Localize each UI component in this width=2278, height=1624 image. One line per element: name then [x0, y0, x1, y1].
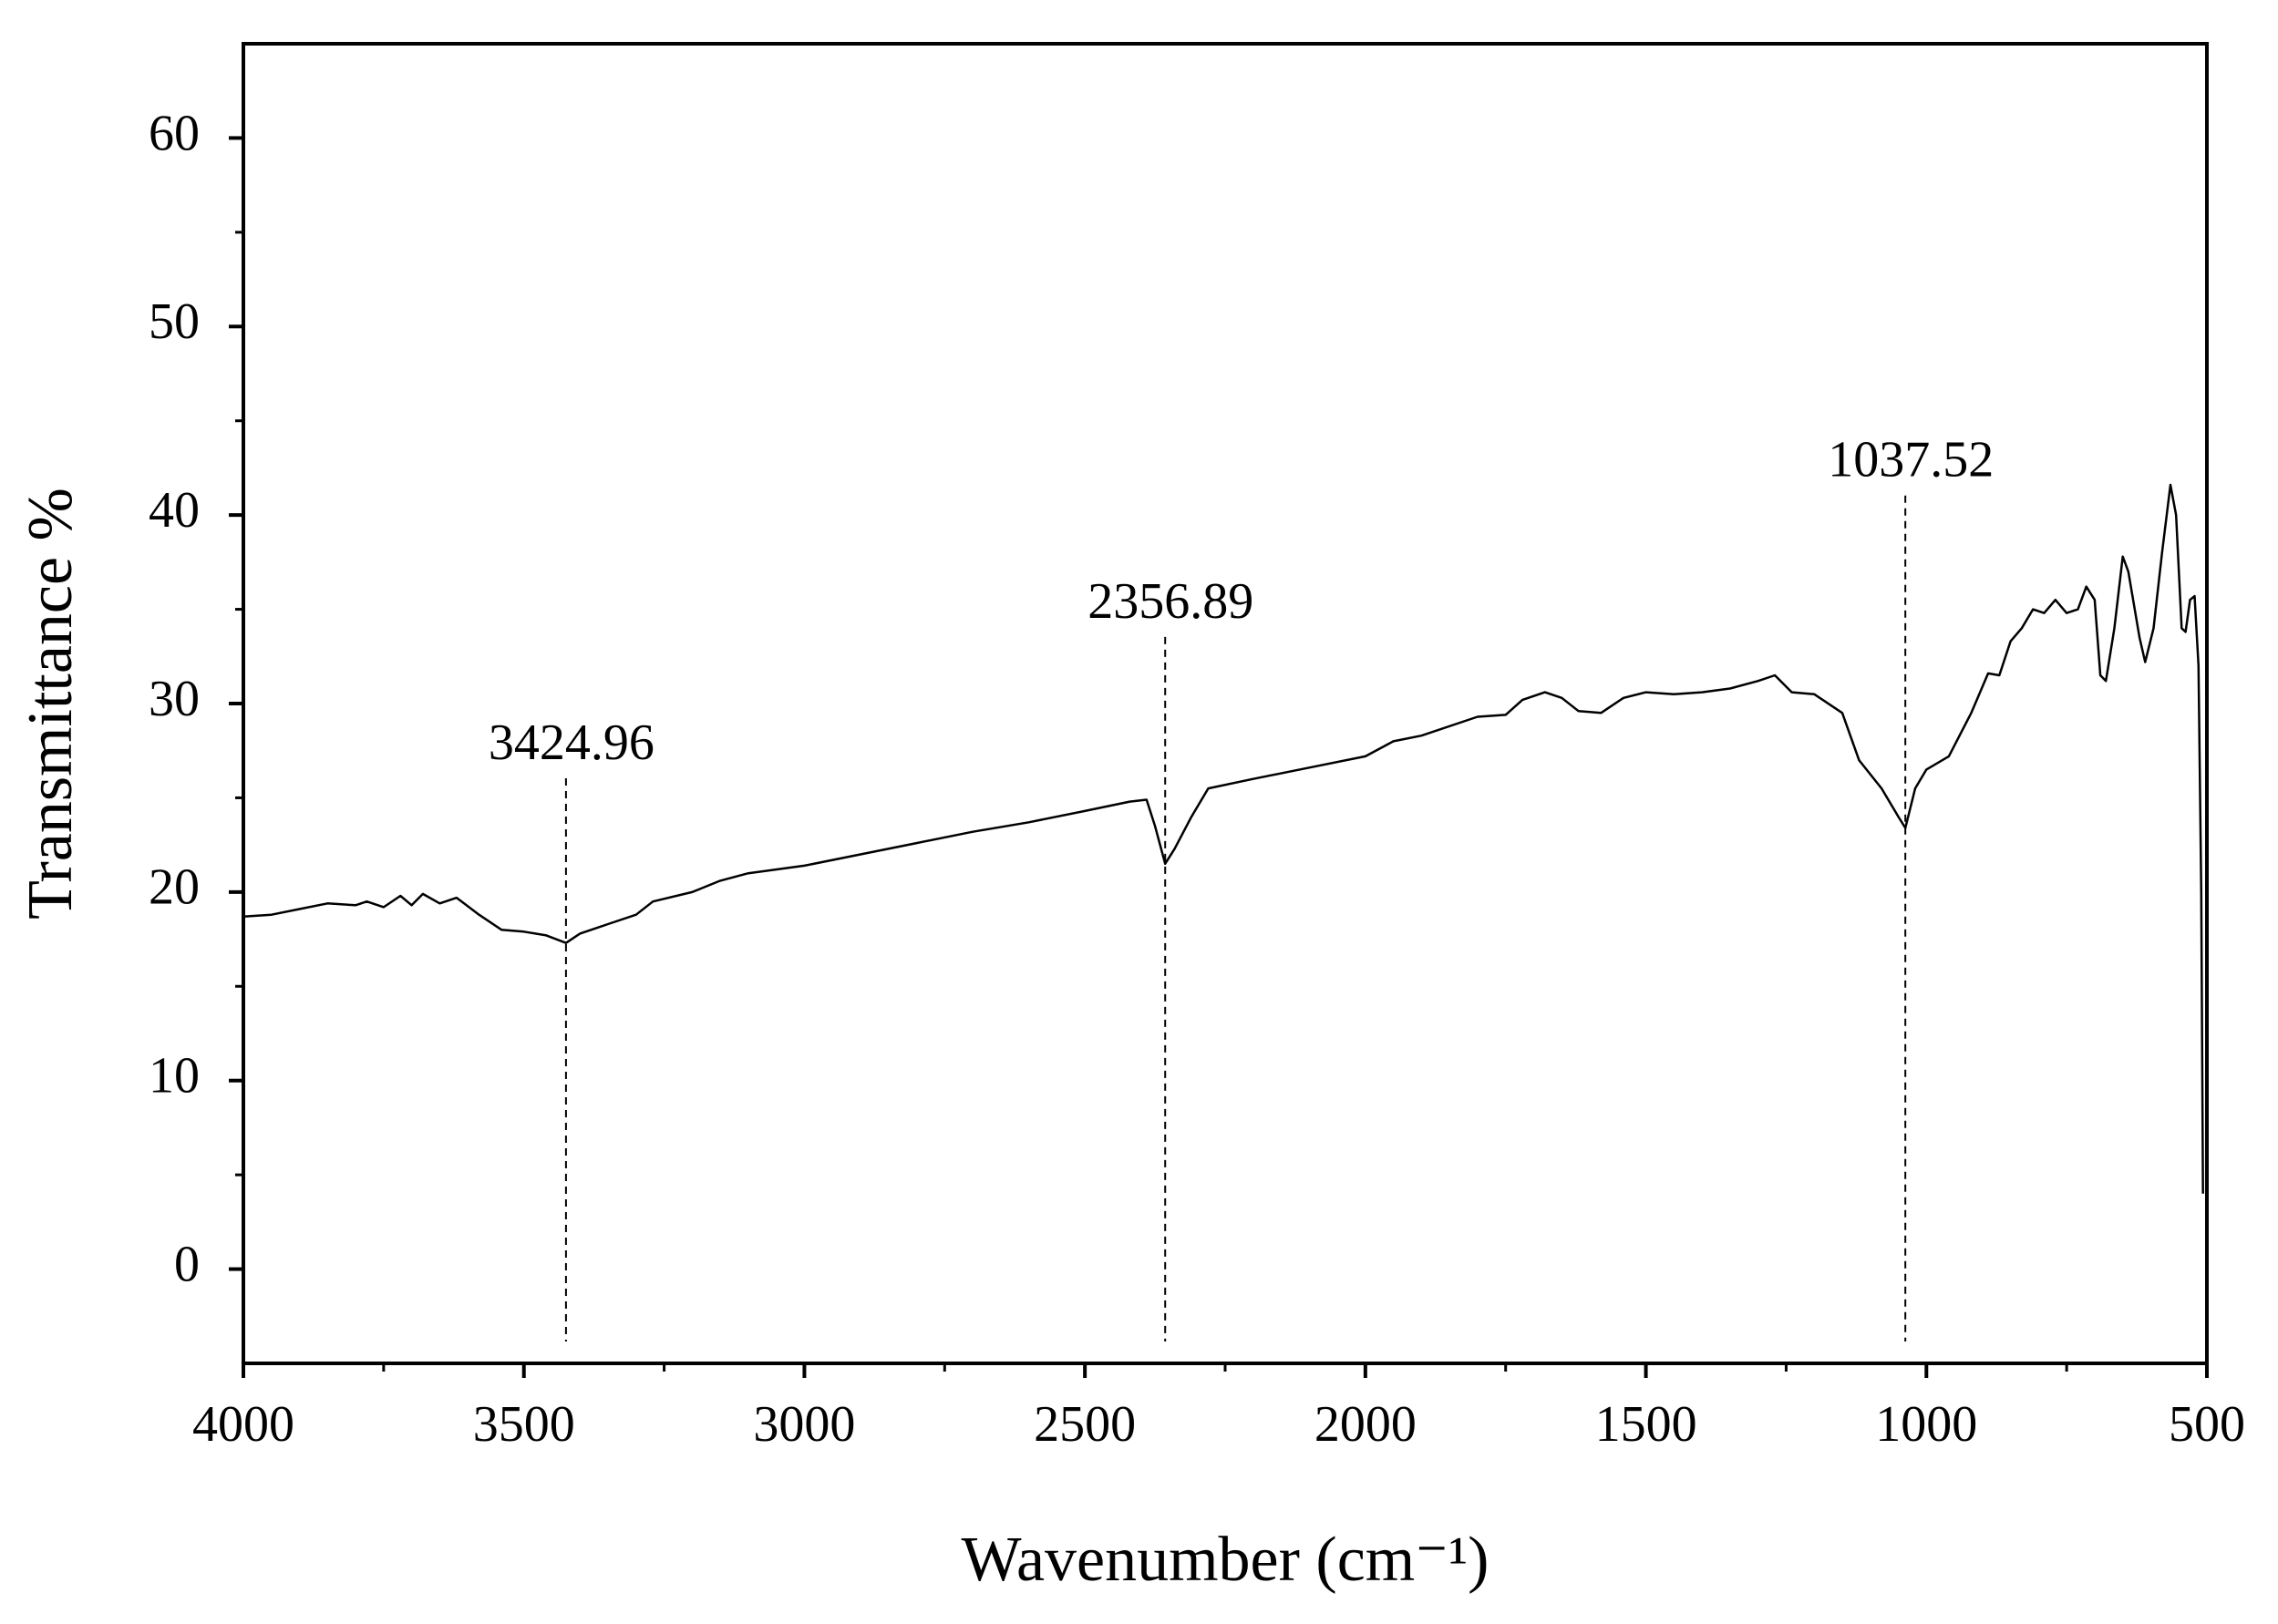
spectrum-line: [242, 483, 2204, 1194]
y-tick-label: 30: [149, 671, 200, 727]
x-tick-label: 3000: [753, 1396, 855, 1453]
x-tick-label: 3500: [473, 1396, 575, 1453]
x-tick-label: 2000: [1314, 1396, 1417, 1453]
y-tick-label: 50: [149, 293, 200, 350]
x-tick-label: 4000: [192, 1396, 294, 1453]
y-tick-label: 10: [149, 1048, 200, 1105]
peak-label: 2356.89: [1087, 573, 1253, 630]
y-tick-label: 20: [149, 859, 200, 916]
y-tick-label: 60: [149, 105, 200, 161]
peak-label: 3424.96: [489, 714, 655, 771]
y-tick-label: 40: [149, 482, 200, 539]
x-tick-label: 500: [2169, 1396, 2245, 1453]
y-axis-label: Transmittance %: [15, 488, 86, 920]
x-tick-label: 2500: [1034, 1396, 1136, 1453]
x-tick-label: 1000: [1875, 1396, 1977, 1453]
peak-label: 1037.52: [1828, 432, 1994, 488]
plot-frame: [242, 42, 2209, 1365]
y-tick-label: 0: [174, 1236, 200, 1292]
x-axis-label: Wavenumber (cm⁻¹): [961, 1525, 1489, 1595]
x-tick-label: 1500: [1595, 1396, 1697, 1453]
